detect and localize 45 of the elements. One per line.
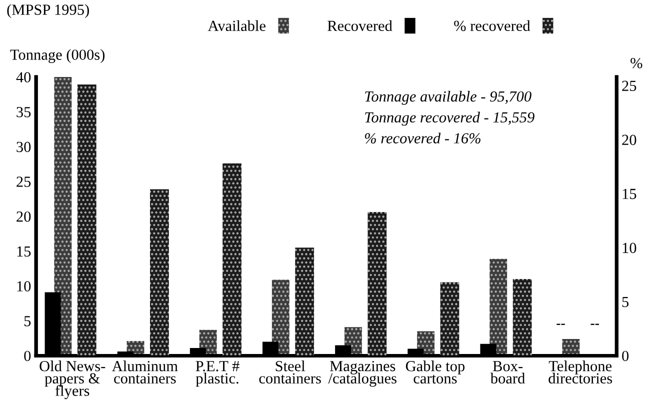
- bar: [295, 248, 314, 356]
- y2-tick-label: 0: [622, 350, 629, 362]
- x-tick-label: Telephone directories: [548, 360, 612, 384]
- legend-label: % recovered: [454, 20, 530, 32]
- bar: [368, 212, 387, 356]
- x-tick-label: P.E.T # plastic.: [196, 361, 240, 387]
- y-tick-label: 40: [16, 72, 31, 82]
- y-tick-label: 0: [24, 350, 31, 362]
- legend-label: Recovered: [328, 20, 392, 32]
- y-tick-label: 15: [17, 246, 31, 257]
- x-tick-label: Steel containers: [259, 360, 321, 384]
- x-tick-label: Gable top cartons: [406, 360, 465, 384]
- annotation: % recovered - 16%: [364, 132, 480, 144]
- bar: [54, 76, 72, 356]
- y-axis-title: Tonnage (000s): [10, 49, 105, 64]
- y2-tick-label: 10: [622, 242, 636, 254]
- y-tick-label: 35: [16, 106, 31, 118]
- y2-tick-label: 5: [622, 296, 629, 308]
- y2-tick-label: 25: [622, 80, 636, 92]
- x-tick-label: Box- board: [490, 361, 525, 384]
- y-tick-label: 30: [16, 142, 31, 152]
- annotation: Tonnage available - 95,700: [365, 90, 532, 105]
- y2-tick-label: 15: [622, 188, 636, 200]
- annotation: --: [556, 324, 565, 325]
- text: (MPSP 1995): [7, 4, 89, 18]
- bar: [150, 189, 169, 356]
- x-tick-label: Old News- papers & flyers: [40, 360, 106, 400]
- bar: [222, 163, 242, 356]
- annotation: --: [590, 324, 599, 325]
- y-tick-label: 5: [24, 316, 31, 326]
- y2-tick-label: 20: [622, 134, 636, 146]
- bar: [490, 258, 508, 356]
- legend-label: Available: [208, 20, 266, 32]
- bar: [272, 280, 290, 356]
- y-tick-label: 10: [17, 281, 31, 292]
- bar: [512, 278, 532, 356]
- y2-axis-title: %: [630, 58, 642, 68]
- bar: [562, 338, 580, 356]
- x-tick-label: Magazines /catalogues: [328, 360, 396, 387]
- y-tick-label: 25: [16, 176, 31, 187]
- annotation: Tonnage recovered - 15,559: [365, 112, 534, 126]
- x-tick-label: Aluminum containers: [112, 360, 178, 384]
- bar: [77, 84, 96, 356]
- y-tick-label: 20: [16, 211, 31, 222]
- bar: [440, 282, 460, 356]
